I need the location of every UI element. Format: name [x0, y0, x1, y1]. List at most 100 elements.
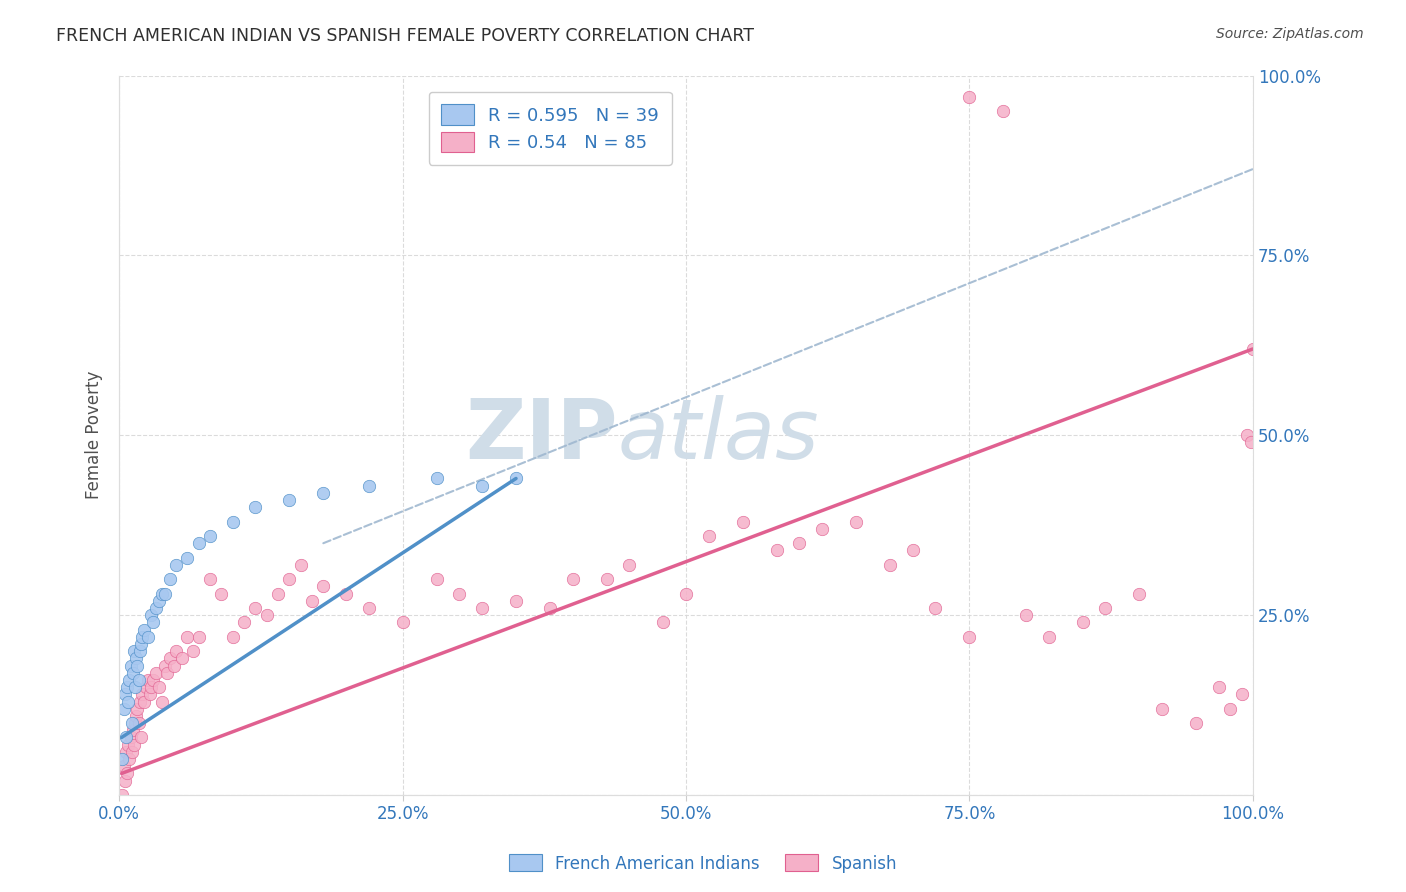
Point — [115, 766, 138, 780]
Point — [125, 709, 148, 723]
Point — [136, 673, 159, 687]
Point — [145, 665, 167, 680]
Point — [1230, 687, 1253, 701]
Point — [391, 615, 413, 630]
Point — [122, 644, 145, 658]
Point — [471, 478, 494, 492]
Point — [561, 572, 583, 586]
Point — [122, 738, 145, 752]
Point — [221, 630, 243, 644]
Point — [159, 572, 181, 586]
Point — [471, 601, 494, 615]
Point — [159, 651, 181, 665]
Point — [1128, 586, 1150, 600]
Point — [110, 752, 132, 766]
Point — [924, 601, 946, 615]
Point — [845, 515, 868, 529]
Text: Source: ZipAtlas.com: Source: ZipAtlas.com — [1216, 27, 1364, 41]
Point — [165, 644, 187, 658]
Point — [145, 601, 167, 615]
Point — [811, 522, 834, 536]
Point — [675, 586, 697, 600]
Point — [181, 644, 204, 658]
Point — [176, 630, 198, 644]
Point — [1094, 601, 1116, 615]
Point — [357, 601, 380, 615]
Point — [128, 694, 150, 708]
Point — [1239, 435, 1261, 450]
Point — [131, 687, 153, 701]
Point — [118, 752, 141, 766]
Point — [118, 673, 141, 687]
Text: FRENCH AMERICAN INDIAN VS SPANISH FEMALE POVERTY CORRELATION CHART: FRENCH AMERICAN INDIAN VS SPANISH FEMALE… — [56, 27, 754, 45]
Point — [245, 601, 267, 615]
Point — [142, 673, 165, 687]
Point — [156, 665, 179, 680]
Point — [505, 594, 527, 608]
Point — [114, 687, 136, 701]
Point — [148, 594, 170, 608]
Point — [426, 572, 449, 586]
Y-axis label: Female Poverty: Female Poverty — [86, 371, 103, 500]
Point — [114, 773, 136, 788]
Point — [115, 745, 138, 759]
Point — [128, 673, 150, 687]
Point — [312, 579, 335, 593]
Point — [619, 558, 641, 572]
Legend: R = 0.595   N = 39, R = 0.54   N = 85: R = 0.595 N = 39, R = 0.54 N = 85 — [429, 92, 672, 165]
Point — [139, 608, 162, 623]
Point — [129, 637, 152, 651]
Point — [335, 586, 357, 600]
Point — [1241, 342, 1264, 356]
Text: atlas: atlas — [619, 395, 820, 475]
Point — [120, 731, 142, 745]
Point — [221, 515, 243, 529]
Point — [150, 694, 173, 708]
Point — [198, 529, 221, 543]
Point — [134, 694, 156, 708]
Point — [198, 572, 221, 586]
Point — [652, 615, 675, 630]
Point — [426, 471, 449, 485]
Point — [170, 651, 193, 665]
Point — [122, 723, 145, 738]
Point — [120, 658, 142, 673]
Point — [112, 702, 135, 716]
Point — [127, 658, 149, 673]
Point — [1038, 630, 1060, 644]
Point — [290, 558, 312, 572]
Point — [697, 529, 720, 543]
Point — [1185, 716, 1208, 731]
Point — [1071, 615, 1094, 630]
Point — [150, 586, 173, 600]
Point — [148, 680, 170, 694]
Point — [312, 486, 335, 500]
Point — [357, 478, 380, 492]
Point — [176, 550, 198, 565]
Point — [165, 558, 187, 572]
Legend: French American Indians, Spanish: French American Indians, Spanish — [502, 847, 904, 880]
Point — [134, 623, 156, 637]
Point — [449, 586, 471, 600]
Point — [245, 500, 267, 515]
Point — [1015, 608, 1038, 623]
Point — [1208, 680, 1230, 694]
Point — [1152, 702, 1174, 716]
Point — [124, 716, 146, 731]
Point — [765, 543, 787, 558]
Point — [959, 630, 981, 644]
Point — [128, 644, 150, 658]
Point — [278, 572, 301, 586]
Point — [959, 90, 981, 104]
Point — [209, 586, 232, 600]
Point — [127, 702, 149, 716]
Point — [901, 543, 924, 558]
Point — [128, 716, 150, 731]
Point — [117, 694, 139, 708]
Point — [1219, 702, 1241, 716]
Point — [129, 731, 152, 745]
Point — [131, 630, 153, 644]
Point — [135, 680, 157, 694]
Point — [187, 536, 209, 550]
Point — [731, 515, 754, 529]
